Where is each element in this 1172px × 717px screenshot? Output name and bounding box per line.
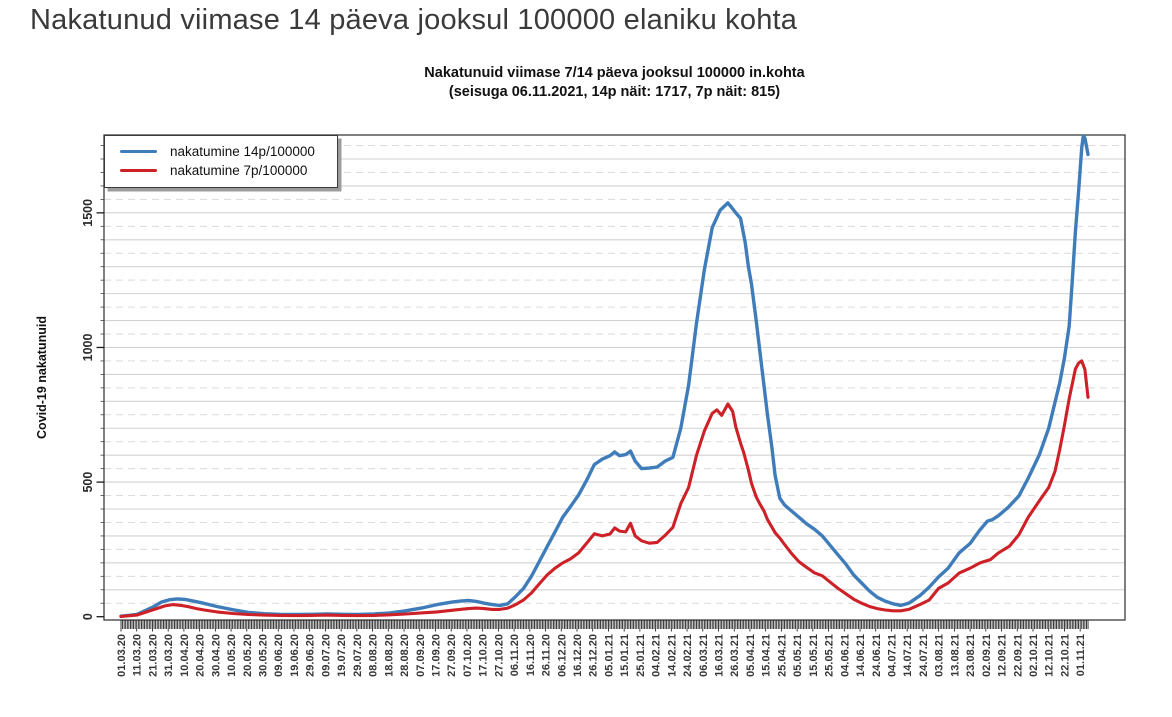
x-tick-label: 01.11.21 (1075, 634, 1087, 676)
x-tick-label: 06.12.20 (556, 634, 568, 677)
y-tick-label: 1000 (81, 334, 95, 362)
x-tick-label: 16.12.20 (572, 634, 584, 677)
x-tick-label: 13.08.21 (949, 634, 961, 677)
page-title: Nakatunud viimase 14 päeva jooksul 10000… (30, 4, 798, 36)
x-tick-label: 20.05.20 (242, 634, 254, 677)
y-tick-label: 500 (81, 472, 95, 493)
legend-item-7p: nakatumine 7p/100000 (105, 161, 337, 180)
x-tick-label: 29.07.20 (352, 634, 364, 677)
x-tick-label: 15.01.21 (619, 634, 631, 677)
x-tick-label: 14.02.21 (666, 634, 678, 677)
x-tick-label: 16.11.20 (525, 634, 537, 676)
x-tick-label: 06.11.20 (509, 634, 521, 676)
chart-title: Nakatunuid viimase 7/14 päeva jooksul 10… (424, 65, 805, 81)
x-tick-label: 12.10.21 (1044, 634, 1056, 677)
x-tick-label: 17.09.20 (430, 634, 442, 677)
x-tick-label: 26.12.20 (588, 634, 600, 677)
x-tick-label: 24.02.21 (682, 634, 694, 677)
y-tick-label: 0 (81, 613, 95, 620)
y-axis-title: Covid-19 nakatunuid (35, 316, 49, 439)
x-tick-label: 04.06.21 (839, 634, 851, 677)
x-tick-label: 18.08.20 (383, 634, 395, 677)
x-tick-label: 05.05.21 (792, 634, 804, 677)
x-tick-label: 19.06.20 (289, 634, 301, 677)
series-7p-line (119, 359, 1090, 618)
x-tick-label: 29.06.20 (305, 634, 317, 677)
x-tick-label: 28.08.20 (399, 634, 411, 677)
legend-label-14p: nakatumine 14p/100000 (170, 144, 315, 159)
x-tick-label: 06.03.21 (698, 634, 710, 677)
x-tick-label: 12.09.21 (997, 634, 1009, 677)
x-tick-label: 14.07.21 (902, 634, 914, 677)
x-tick-label: 19.07.20 (336, 634, 348, 677)
x-tick-label: 24.06.21 (871, 634, 883, 677)
x-tick-label: 10.05.20 (226, 634, 238, 677)
x-tick-label: 31.03.20 (163, 634, 175, 677)
x-tick-label: 20.04.20 (195, 634, 207, 677)
legend-line-7p-swatch (120, 168, 157, 173)
x-tick-label: 10.04.20 (179, 634, 191, 677)
x-tick-label: 30.05.20 (258, 634, 270, 677)
x-tick-label: 15.04.21 (761, 634, 773, 677)
x-tick-label: 05.01.21 (603, 634, 615, 677)
legend-box: nakatumine 14p/100000 nakatumine 7p/1000… (104, 135, 338, 188)
x-tick-label: 26.11.20 (541, 634, 553, 676)
legend-label-7p: nakatumine 7p/100000 (170, 163, 308, 178)
legend-item-14p: nakatumine 14p/100000 (105, 142, 337, 161)
x-tick-label: 25.01.21 (635, 634, 647, 677)
x-tick-label: 27.09.20 (446, 634, 458, 677)
x-tick-label: 08.08.20 (368, 634, 380, 677)
x-tick-label: 01.03.20 (116, 634, 128, 677)
x-tick-label: 30.04.20 (210, 634, 222, 677)
x-tick-label: 23.08.21 (965, 634, 977, 677)
x-tick-label: 07.10.20 (462, 634, 474, 677)
x-tick-label: 02.10.21 (1028, 634, 1040, 677)
x-tick-label: 07.09.20 (415, 634, 427, 677)
x-tick-label: 04.07.21 (886, 634, 898, 677)
series-14p-line (119, 134, 1090, 618)
x-tick-label: 25.05.21 (824, 634, 836, 677)
x-tick-label: 25.04.21 (776, 634, 788, 677)
x-tick-label: 27.10.20 (493, 634, 505, 677)
x-tick-label: 21.03.20 (147, 634, 159, 677)
x-tick-label: 03.08.21 (934, 634, 946, 677)
x-tick-label: 02.09.21 (981, 634, 993, 677)
legend-line-14p-swatch (120, 149, 157, 154)
chart-subtitle: (seisuga 06.11.2021, 14p näit: 1717, 7p … (448, 84, 781, 100)
x-tick-label: 14.06.21 (855, 634, 867, 677)
x-tick-label: 17.10.20 (478, 634, 490, 677)
x-tick-label: 22.09.21 (1012, 634, 1024, 677)
x-tick-label: 15.05.21 (808, 634, 820, 677)
x-tick-label: 24.07.21 (918, 634, 930, 677)
plot-border (103, 134, 1126, 621)
x-tick-label: 11.03.20 (132, 634, 144, 676)
y-tick-label: 1500 (81, 199, 95, 227)
x-tick-label: 04.02.21 (651, 634, 663, 677)
x-tick-label: 16.03.21 (714, 634, 726, 677)
x-tick-label: 22.10.21 (1059, 634, 1071, 677)
x-tick-label: 09.07.20 (320, 634, 332, 677)
x-tick-label: 05.04.21 (745, 634, 757, 677)
x-tick-label: 26.03.21 (729, 634, 741, 677)
x-tick-label: 09.06.20 (273, 634, 285, 677)
